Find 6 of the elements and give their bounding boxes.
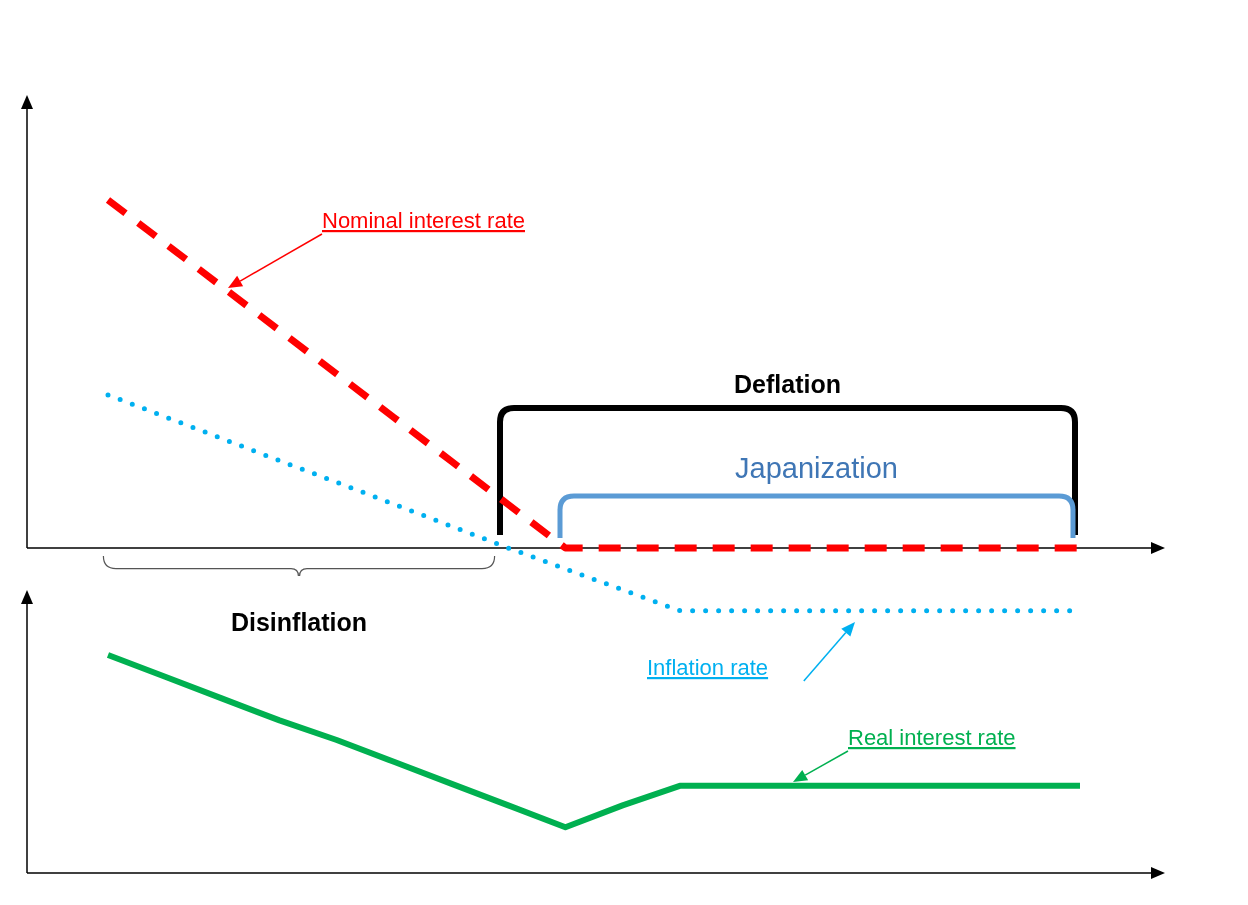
annotation: Disinflation	[230, 608, 368, 636]
legend-label: Inflation rate	[647, 655, 769, 680]
annotation: Deflation	[734, 370, 841, 398]
annotation: Japanization	[735, 452, 898, 484]
series-label: Real interest rate	[848, 725, 1016, 750]
text: Nominal interest rate	[322, 208, 525, 233]
